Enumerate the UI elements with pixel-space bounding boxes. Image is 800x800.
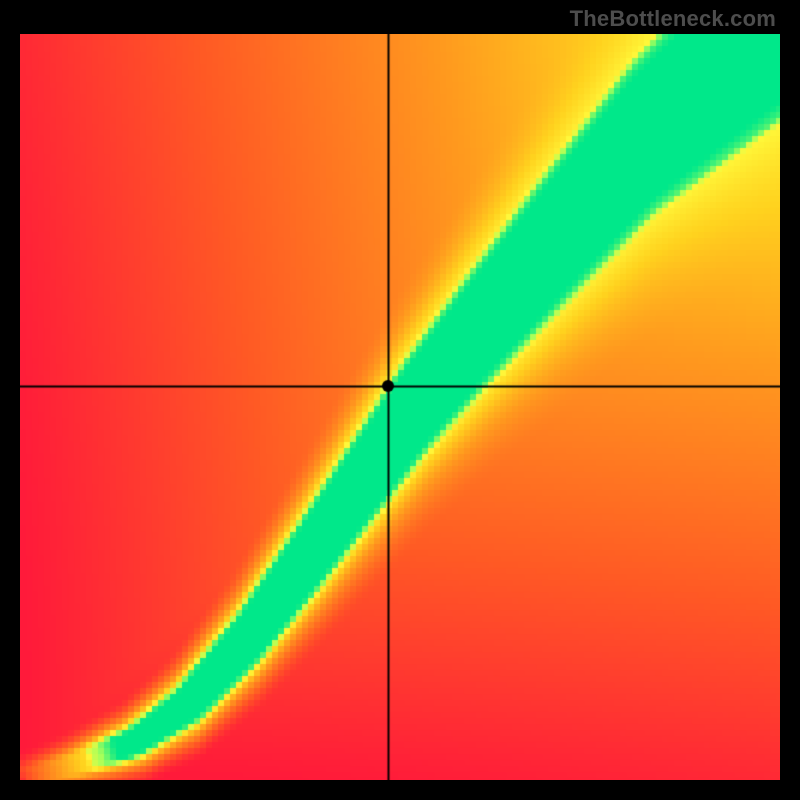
plot-area (20, 34, 780, 780)
heatmap-canvas (20, 34, 780, 780)
chart-container: TheBottleneck.com (0, 0, 800, 800)
watermark-text: TheBottleneck.com (570, 6, 776, 32)
